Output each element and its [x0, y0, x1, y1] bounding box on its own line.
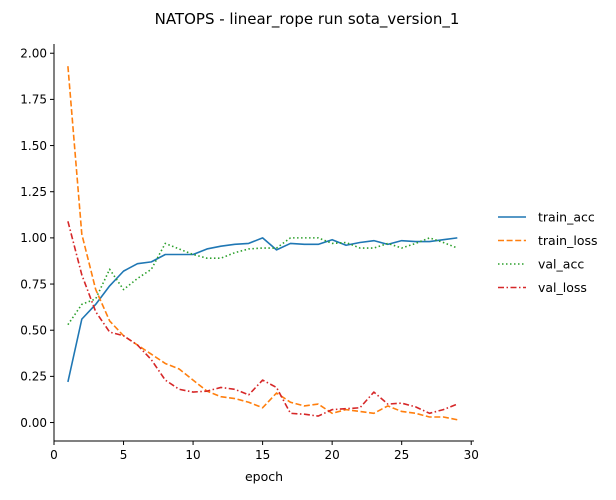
- y-tick-label: 2.00: [20, 47, 47, 61]
- x-tick-label: 20: [325, 448, 340, 462]
- y-tick-label: 0.75: [20, 277, 47, 291]
- series-line-train-acc: [67, 237, 458, 383]
- y-tick-label: 0.25: [20, 370, 47, 384]
- x-tick-label: 10: [185, 448, 200, 462]
- series-layer: [67, 66, 458, 421]
- legend: train_acc train_loss val_acc val_loss: [498, 210, 598, 295]
- series-line-val-loss: [67, 221, 458, 417]
- x-axis-label: epoch: [245, 469, 283, 484]
- y-axis-ticks: 0.00 0.25 0.50 0.75 1.00 1.25 1.50 1.75 2.00: [20, 47, 54, 430]
- y-tick-label: 1.50: [20, 139, 47, 153]
- legend-label-train-acc: train_acc: [538, 210, 595, 225]
- y-tick-label: 1.25: [20, 185, 47, 199]
- x-tick-label: 30: [464, 448, 479, 462]
- y-tick-label: 0.50: [20, 324, 47, 338]
- y-tick-label: 0.00: [20, 416, 47, 430]
- x-tick-label: 25: [394, 448, 409, 462]
- series-line-train-loss: [67, 66, 458, 421]
- legend-label-val-loss: val_loss: [538, 280, 587, 295]
- y-tick-label: 1.00: [20, 231, 47, 245]
- x-tick-label: 0: [50, 448, 58, 462]
- y-tick-label: 1.75: [20, 93, 47, 107]
- x-axis-ticks: 0 5 10 15 20 25 30: [50, 441, 479, 462]
- chart-title: NATOPS - linear_rope run sota_version_1: [155, 10, 460, 29]
- x-tick-label: 15: [255, 448, 270, 462]
- legend-label-train-loss: train_loss: [538, 233, 598, 248]
- legend-label-val-acc: val_acc: [538, 257, 584, 272]
- series-line-val-acc: [67, 237, 458, 326]
- x-tick-label: 5: [120, 448, 128, 462]
